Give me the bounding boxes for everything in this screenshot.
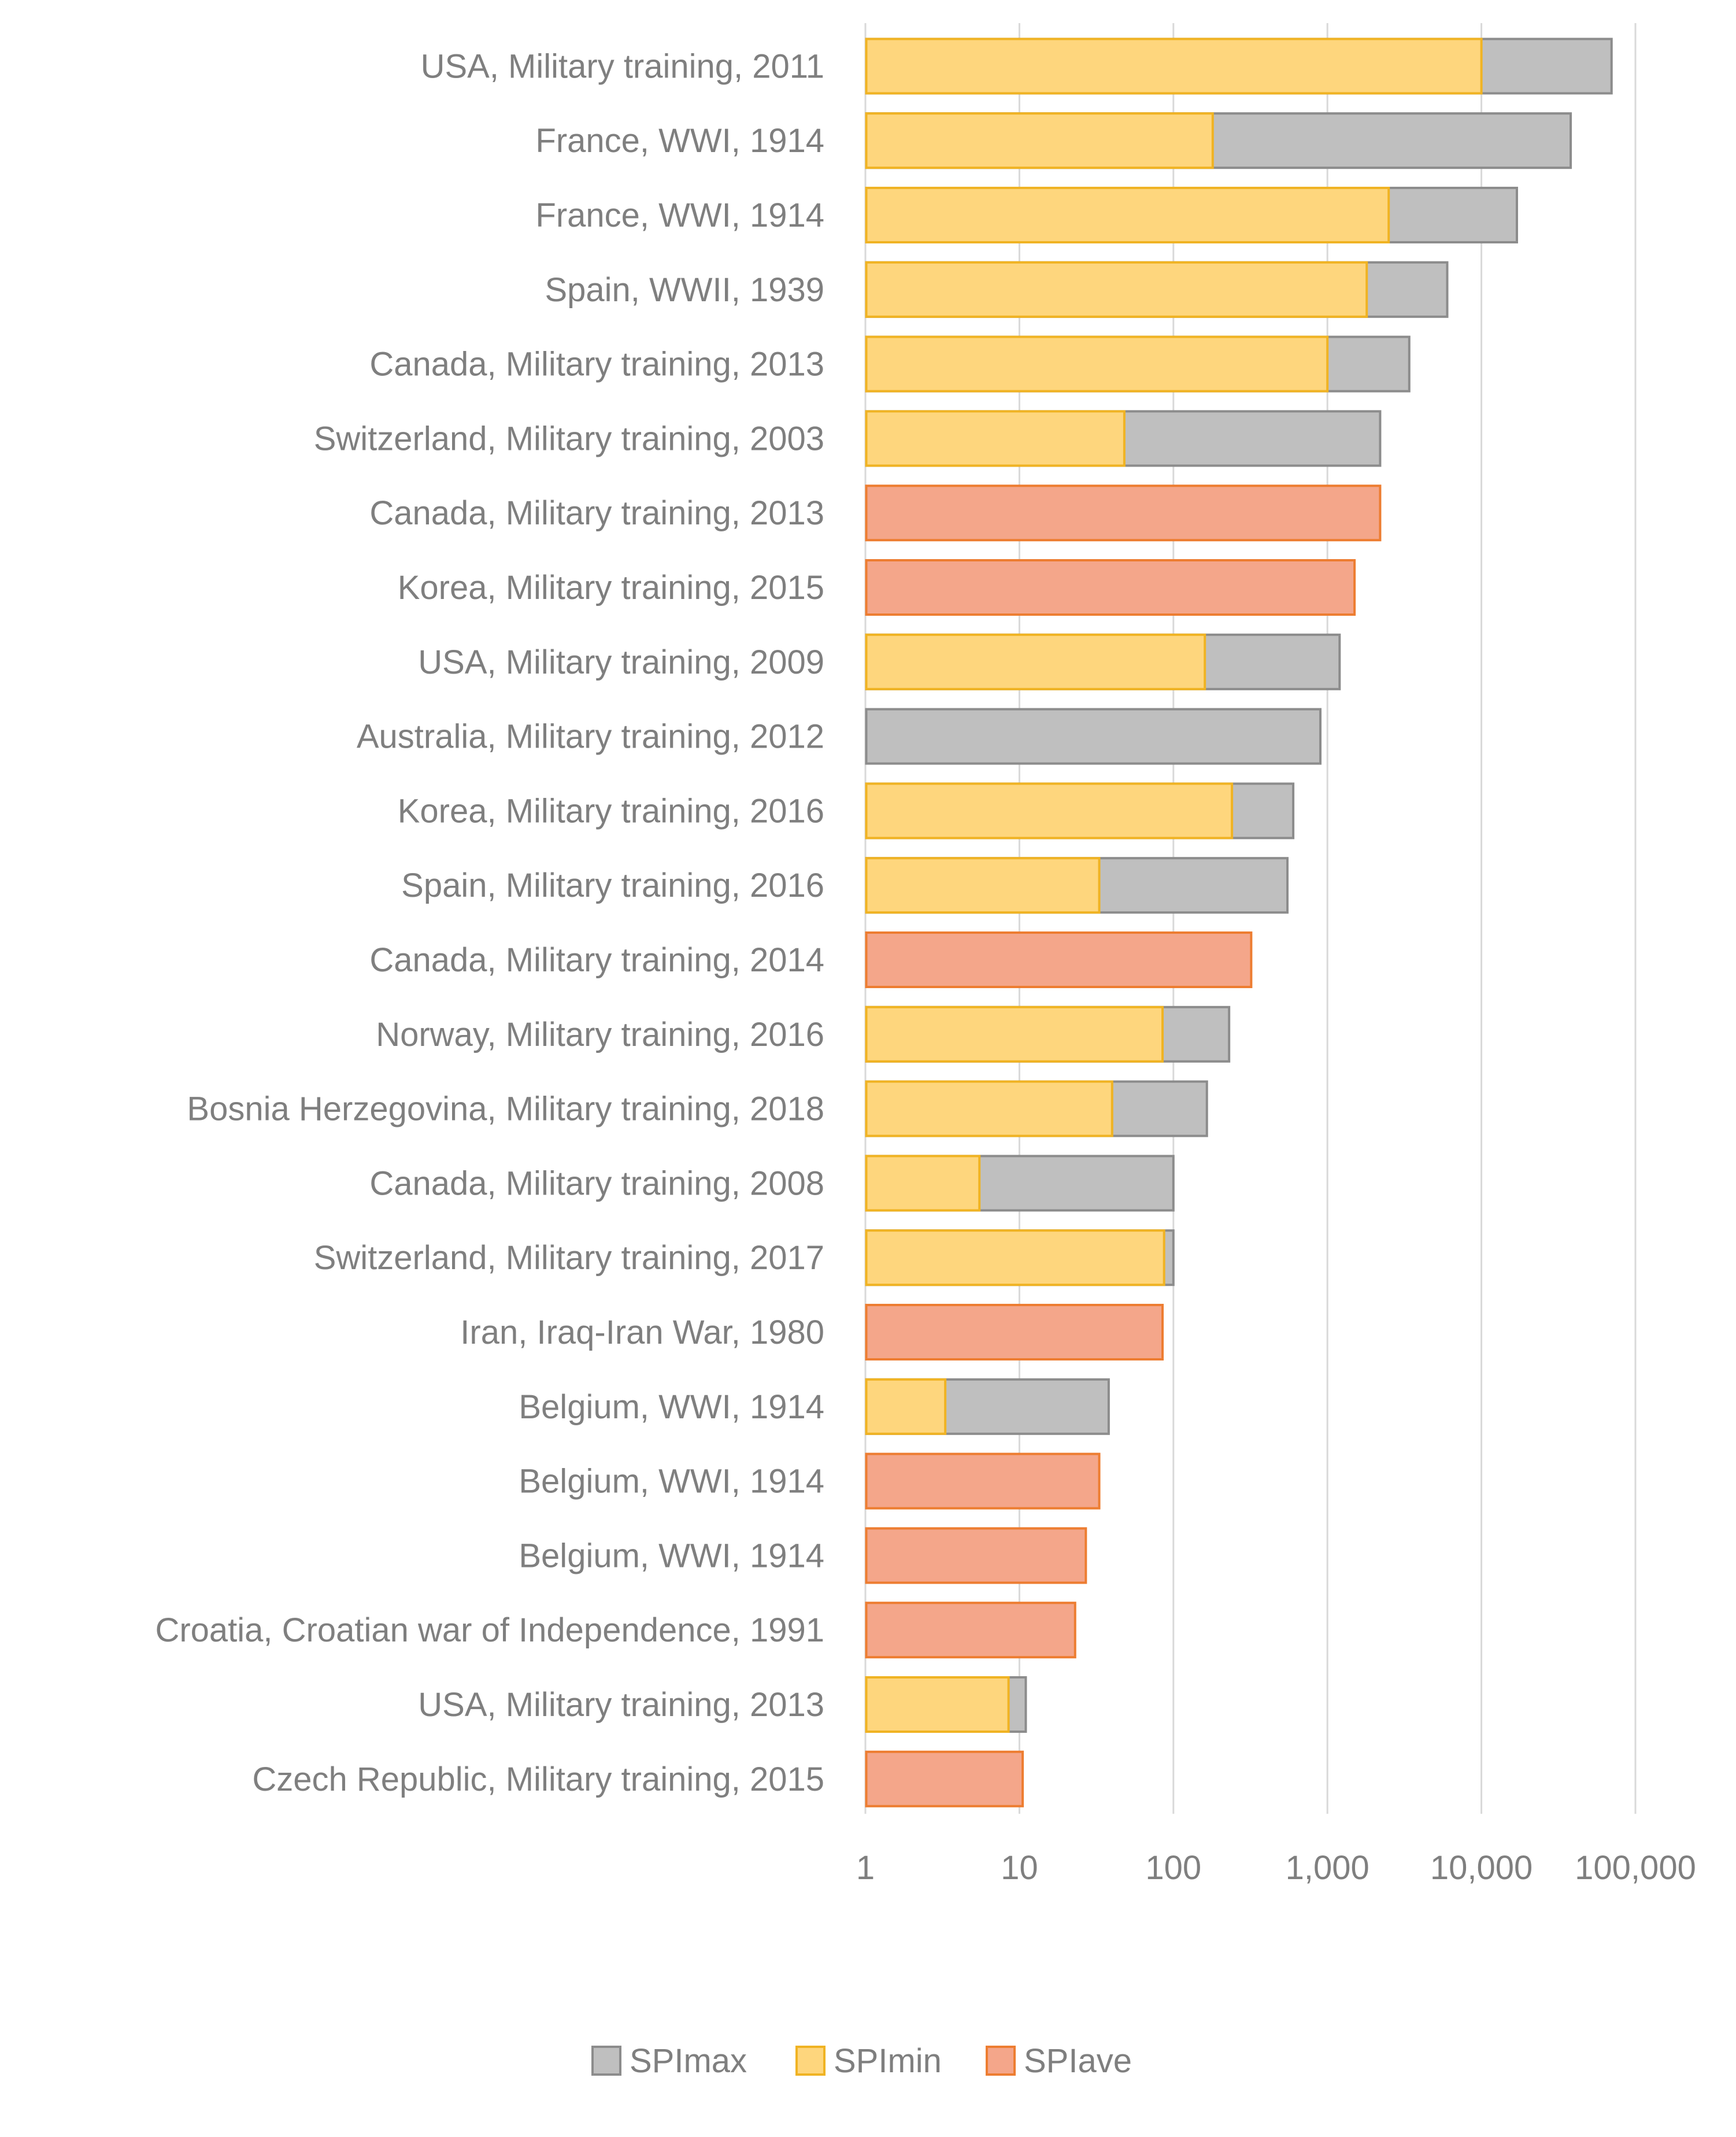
- gridlines: [864, 23, 1637, 1814]
- category-label: Switzerland, Military training, 2003: [314, 420, 824, 457]
- bar-spimin-14: [865, 1080, 1113, 1137]
- category-label: Croatia, Croatian war of Independence, 1…: [155, 1611, 824, 1649]
- category-label: Norway, Military training, 2016: [376, 1016, 824, 1053]
- bar-spimin-11: [865, 857, 1101, 914]
- bar-spiave-20: [865, 1527, 1087, 1584]
- bars: [865, 38, 1613, 1807]
- bar-spiave-23: [865, 1750, 1024, 1807]
- x-tick-label: 100,000: [1575, 1849, 1696, 1887]
- category-label: Australia, Military training, 2012: [357, 718, 824, 756]
- bar-spimin-3: [865, 261, 1368, 318]
- bar-spimin-1: [865, 112, 1214, 169]
- category-label: Canada, Military training, 2013: [369, 346, 824, 383]
- bar-spiave-7: [865, 559, 1356, 616]
- bar-spimin-10: [865, 782, 1234, 840]
- bar-spimin-16: [865, 1229, 1165, 1286]
- category-label: Spain, WWII, 1939: [545, 271, 824, 309]
- legend-swatch-spimax: [591, 2046, 621, 2076]
- bar-spiave-6: [865, 485, 1382, 542]
- bar-spiave-21: [865, 1602, 1076, 1659]
- category-label: Canada, Military training, 2014: [369, 941, 824, 979]
- category-label: Iran, Iraq-Iran War, 1980: [460, 1314, 824, 1351]
- category-label: Belgium, WWI, 1914: [519, 1463, 824, 1500]
- category-label: Belgium, WWI, 1914: [519, 1388, 824, 1426]
- category-label: Switzerland, Military training, 2017: [314, 1239, 824, 1277]
- category-label: Canada, Military training, 2008: [369, 1164, 824, 1202]
- bar-spiave-17: [865, 1304, 1164, 1360]
- bar-spiave-12: [865, 931, 1253, 988]
- x-tick-label: 1: [856, 1849, 875, 1887]
- bar-spimin-22: [865, 1676, 1010, 1733]
- category-label: USA, Military training, 2011: [421, 47, 824, 85]
- category-label: Canada, Military training, 2013: [369, 494, 824, 532]
- legend-label-spiave: SPIave: [1024, 2042, 1132, 2080]
- category-label: France, WWI, 1914: [535, 197, 824, 234]
- legend-label-spimax: SPImax: [630, 2042, 747, 2080]
- category-label: Bosnia Herzegovina, Military training, 2…: [187, 1090, 824, 1128]
- bar-spimin-8: [865, 633, 1206, 690]
- x-axis-ticks: 1 10 100 1,000 10,000 100,000: [856, 1849, 1696, 1887]
- x-tick-label: 1,000: [1286, 1849, 1369, 1887]
- bar-spimin-0: [865, 38, 1483, 95]
- bar-spimin-18: [865, 1378, 947, 1435]
- category-label: Korea, Military training, 2015: [398, 569, 824, 607]
- x-tick-label: 10,000: [1430, 1849, 1533, 1887]
- legend-label-spimin: SPImin: [834, 2042, 942, 2080]
- bar-spiave-19: [865, 1452, 1101, 1510]
- category-label: USA, Military training, 2013: [418, 1686, 824, 1724]
- x-tick-label: 100: [1145, 1849, 1201, 1887]
- bar-spimin-2: [865, 187, 1390, 243]
- category-label: Spain, Military training, 2016: [401, 867, 824, 904]
- bar-spimax-9: [865, 708, 1322, 765]
- category-label: Korea, Military training, 2016: [398, 792, 824, 830]
- bar-spimin-15: [865, 1155, 981, 1212]
- category-label: France, WWI, 1914: [535, 122, 824, 160]
- category-label: Czech Republic, Military training, 2015: [252, 1761, 824, 1798]
- legend-swatch-spimin: [795, 2046, 826, 2076]
- legend: SPImax SPImin SPIave: [591, 2042, 1132, 2080]
- bar-spimin-5: [865, 410, 1126, 467]
- category-labels: USA, Military training, 2011 France, WWI,…: [155, 47, 824, 1798]
- category-label: Belgium, WWI, 1914: [519, 1537, 824, 1574]
- bar-spimin-4: [865, 335, 1329, 393]
- category-label: USA, Military training, 2009: [418, 644, 824, 681]
- bar-spimin-13: [865, 1005, 1164, 1063]
- x-tick-label: 10: [1001, 1849, 1038, 1887]
- legend-swatch-spiave: [986, 2046, 1016, 2076]
